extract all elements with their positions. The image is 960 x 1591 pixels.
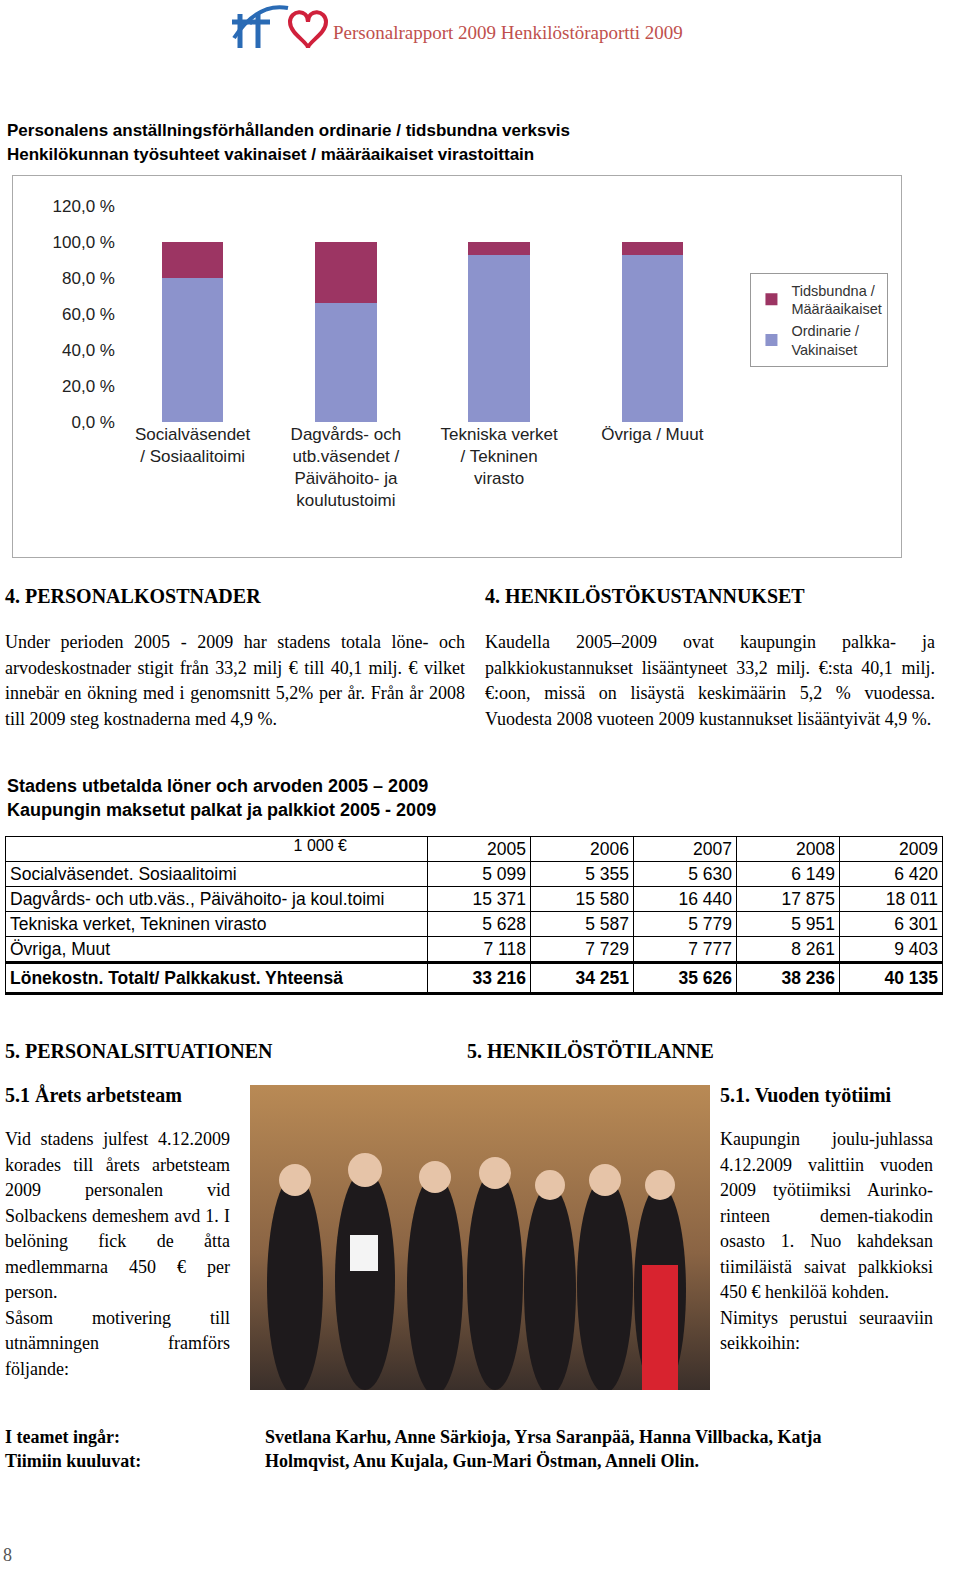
html-text:8 261: 8 261 (791, 938, 835, 959)
svg-text:Tidsbundna /Määräaikaiset: Tidsbundna /Määräaikaiset (791, 283, 881, 318)
html-text:2007: 2007 (693, 838, 732, 859)
svg-text:Dagvårds- ochutb.väsendet /Päi: Dagvårds- ochutb.väsendet /Päivähoito- j… (291, 425, 402, 510)
html-text:33 216: 33 216 (472, 967, 526, 988)
html-text:7 118: 7 118 (483, 938, 526, 959)
html-text:7 729: 7 729 (585, 938, 629, 959)
html-text:1 000 €: 1 000 € (293, 837, 347, 854)
html-text:38 236: 38 236 (781, 967, 835, 988)
svg-text:Ordinarie /Vakinaiset: Ordinarie /Vakinaiset (791, 323, 860, 358)
html-text:Nimitys perustui seuraaviin se: Nimitys perustui seuraaviin seikkoihin: (720, 1307, 933, 1353)
html-text:Kaupungin maksetut palkat ja p: Kaupungin maksetut palkat ja palkkiot 20… (7, 800, 437, 820)
html-text:2005: 2005 (487, 838, 526, 859)
html-text:18 011: 18 011 (885, 888, 938, 909)
html-text:6 420: 6 420 (894, 863, 938, 884)
svg-text:60,0 %: 60,0 % (62, 305, 115, 324)
html-text:Personalrapport 2009 Henkilöst: Personalrapport 2009 Henkilöstöraportti … (333, 22, 683, 43)
html-text:4. PERSONALKOSTNADER: 4. PERSONALKOSTNADER (5, 585, 261, 607)
html-text:5 587: 5 587 (585, 913, 629, 934)
svg-text:120,0 %: 120,0 % (53, 197, 115, 216)
html-text:5 355: 5 355 (585, 863, 629, 884)
html-text:34 251: 34 251 (575, 967, 629, 988)
html-text:6 149: 6 149 (791, 863, 835, 884)
html-text:15 580: 15 580 (575, 888, 629, 909)
html-text:35 626: 35 626 (678, 967, 732, 988)
html-text:6 301: 6 301 (894, 913, 938, 934)
html-text:4. HENKILÖSTÖKUSTANNUKSET: 4. HENKILÖSTÖKUSTANNUKSET (485, 585, 805, 607)
html-text:Såsom motivering till utnämnin: Såsom motivering till utnämningen framfö… (5, 1307, 230, 1379)
html-text:Socialväsendet. Sosiaalitoimi: Socialväsendet. Sosiaalitoimi (10, 863, 237, 884)
html-text:5.1 Årets arbetsteam: 5.1 Årets arbetsteam (5, 1084, 182, 1106)
html-text:5 628: 5 628 (482, 913, 526, 934)
html-text:Under perioden 2005 - 2009 har: Under perioden 2005 - 2009 har stadens t… (5, 632, 465, 729)
html-text:5 630: 5 630 (688, 863, 732, 884)
html-text:Tekniska verket, Tekninen vira: Tekniska verket, Tekninen virasto (10, 913, 267, 934)
html-text:Dagvårds- och utb.väs., Päiväh: Dagvårds- och utb.väs., Päivähoito- ja k… (10, 888, 385, 909)
html-text:2008: 2008 (796, 838, 835, 859)
svg-text:0,0 %: 0,0 % (72, 413, 115, 432)
html-text:Personalens anställningsförhål: Personalens anställningsförhållanden ord… (7, 121, 570, 140)
svg-text:Övriga / Muut: Övriga / Muut (601, 425, 703, 444)
html-text:40 135: 40 135 (884, 967, 938, 988)
html-text:Övriga, Muut: Övriga, Muut (10, 938, 111, 959)
html-text:8: 8 (3, 1545, 12, 1565)
html-text:I teamet ingår:: I teamet ingår: (5, 1427, 120, 1447)
html-text:Kaupungin joulu-juhlassa 4.12.: Kaupungin joulu-juhlassa 4.12.2009 valit… (720, 1129, 933, 1302)
html-text:5.1. Vuoden työtiimi: 5.1. Vuoden työtiimi (720, 1084, 892, 1106)
html-text:Stadens utbetalda löner och ar: Stadens utbetalda löner och arvoden 2005… (7, 776, 429, 796)
html-text:5 951: 5 951 (791, 913, 835, 934)
html-text:2006: 2006 (590, 838, 629, 859)
html-text:15 371: 15 371 (472, 888, 526, 909)
svg-text:Tekniska verket/ Tekninenviras: Tekniska verket/ Tekninenvirasto (441, 425, 558, 488)
svg-text:40,0 %: 40,0 % (62, 341, 115, 360)
html-text:16 440: 16 440 (678, 888, 732, 909)
html-text:5. HENKILÖSTÖTILANNE: 5. HENKILÖSTÖTILANNE (467, 1040, 714, 1062)
html-text:17 875: 17 875 (781, 888, 835, 909)
html-text:7 777: 7 777 (688, 938, 732, 959)
html-text:9 403: 9 403 (894, 938, 938, 959)
html-text:2009: 2009 (899, 838, 938, 859)
html-text:Lönekostn. Totalt/ Palkkakust.: Lönekostn. Totalt/ Palkkakust. Yhteensä (10, 967, 343, 988)
html-text:5 099: 5 099 (482, 863, 526, 884)
html-text:Kaudella 2005–2009 ovat kaupun: Kaudella 2005–2009 ovat kaupungin palkka… (485, 632, 935, 729)
svg-text:Socialväsendet/ Sosiaalitoimi: Socialväsendet/ Sosiaalitoimi (135, 425, 251, 466)
html-text:Svetlana Karhu, Anne Särkioja,: Svetlana Karhu, Anne Särkioja, Yrsa Sara… (265, 1427, 822, 1471)
html-text:Henkilökunnan työsuhteet vakin: Henkilökunnan työsuhteet vakinaiset / mä… (7, 145, 535, 164)
html-text:5. PERSONALSITUATIONEN: 5. PERSONALSITUATIONEN (5, 1040, 273, 1062)
svg-text:20,0 %: 20,0 % (62, 377, 115, 396)
svg-text:80,0 %: 80,0 % (62, 269, 115, 288)
html-text:Vid stadens julfest 4.12.2009: Vid stadens julfest 4.12.2009 korades ti… (5, 1129, 230, 1302)
svg-text:100,0 %: 100,0 % (53, 233, 115, 252)
html-text:Tiimiin kuuluvat:: Tiimiin kuuluvat: (5, 1451, 142, 1471)
html-text:5 779: 5 779 (688, 913, 732, 934)
